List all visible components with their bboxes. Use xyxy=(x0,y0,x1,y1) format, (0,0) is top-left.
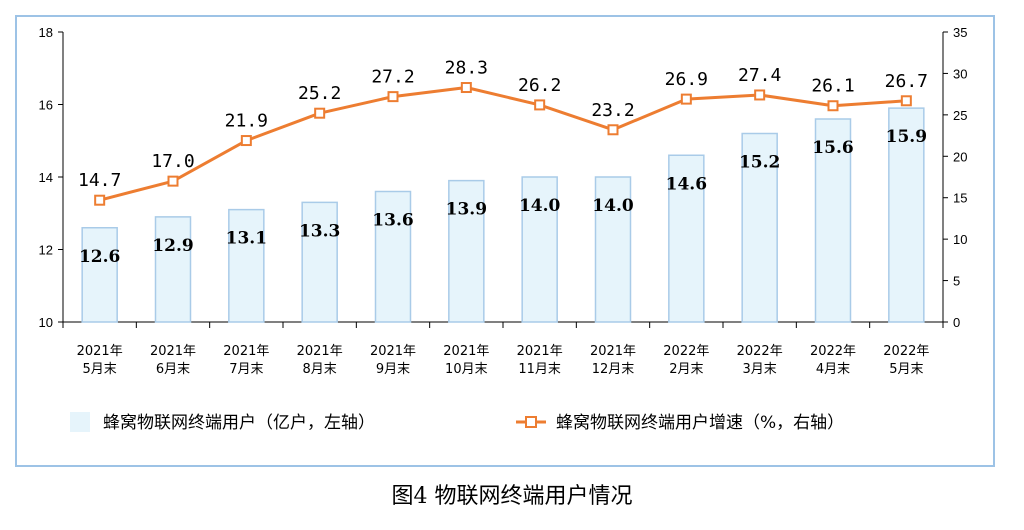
line-data-label: 26.7 xyxy=(885,71,928,92)
bar-data-label: 15.6 xyxy=(812,138,853,158)
bar-data-label: 13.6 xyxy=(372,211,413,231)
legend-bar-swatch xyxy=(70,412,90,432)
bar xyxy=(81,227,118,323)
bar-data-label: 13.3 xyxy=(299,221,340,241)
x-tick-label: 8月末 xyxy=(303,362,337,377)
axes: 10 12 14 16 18 0 5 10 15 20 25 30 35 2021年 5月末 2021年 6月末… xyxy=(39,25,968,377)
bar-data-label: 15.2 xyxy=(739,153,780,173)
right-tick-label: 35 xyxy=(953,25,967,40)
x-tick-label: 2021年 xyxy=(443,344,489,359)
right-tick-label: 10 xyxy=(953,232,967,247)
line-point-marker xyxy=(754,89,766,101)
growth-line: 14.7 17.0 21.9 25.2 27.2 28.3 26.2 23.2 26.9 27.4… xyxy=(78,58,928,206)
line-point-marker xyxy=(534,99,546,111)
line-data-label: 26.1 xyxy=(811,76,854,97)
x-tick-label: 2021年 xyxy=(297,344,343,359)
bar-data-label: 13.9 xyxy=(446,200,487,220)
line-point-marker xyxy=(680,93,692,105)
bars: 12.6 12.9 13.1 13.3 13.6 13.9 14.0 14.0 14.6 15.2… xyxy=(79,107,927,323)
right-tick-label: 25 xyxy=(953,108,967,123)
line-point-marker xyxy=(607,124,619,136)
line-point-marker xyxy=(314,107,326,119)
x-tick-label: 5月末 xyxy=(889,362,923,377)
x-tick-label: 11月末 xyxy=(518,362,561,377)
bar-data-label: 13.1 xyxy=(226,229,267,249)
figure-caption: 图4 物联网终端用户情况 xyxy=(391,484,633,509)
x-tick-label: 2021年 xyxy=(150,344,196,359)
bar-data-label: 14.0 xyxy=(592,196,634,216)
right-tick-label: 20 xyxy=(953,149,967,164)
line-point-marker xyxy=(460,82,472,94)
right-tick-label: 5 xyxy=(953,274,960,289)
bar xyxy=(594,176,632,323)
x-tick-label: 2021年 xyxy=(77,344,123,359)
legend: 蜂窝物联网终端用户（亿户，左轴） 蜂窝物联网终端用户增速（%，右轴） xyxy=(70,412,844,433)
line-data-label: 21.9 xyxy=(225,111,268,132)
line-point-marker xyxy=(240,135,252,147)
x-tick-label: 9月末 xyxy=(376,362,410,377)
line-point-marker xyxy=(827,100,839,112)
line-point-marker xyxy=(94,194,106,206)
bar xyxy=(154,216,192,323)
bar xyxy=(814,118,852,323)
line-data-label: 27.2 xyxy=(371,67,414,88)
left-tick-label: 16 xyxy=(39,98,53,113)
bar xyxy=(228,208,265,323)
line-data-label: 26.9 xyxy=(665,69,708,90)
right-tick-label: 15 xyxy=(953,191,967,206)
x-tick-label: 2月末 xyxy=(669,362,703,377)
x-tick-label: 5月末 xyxy=(83,362,117,377)
line-data-label: 14.7 xyxy=(78,170,121,191)
line-data-label: 25.2 xyxy=(298,83,341,104)
bar xyxy=(521,176,558,323)
bar-data-label: 12.6 xyxy=(79,247,120,267)
right-tick-label: 30 xyxy=(953,66,967,81)
x-tick-label: 6月末 xyxy=(156,362,190,377)
line-data-label: 26.2 xyxy=(518,75,561,96)
x-tick-label: 7月末 xyxy=(229,362,263,377)
line-point-marker xyxy=(387,91,399,103)
bar xyxy=(668,154,705,323)
line-data-label: 23.2 xyxy=(591,100,634,121)
line-point-marker xyxy=(900,95,912,107)
bar xyxy=(741,132,778,323)
legend-line-marker xyxy=(525,416,537,428)
line-data-label: 17.0 xyxy=(151,151,194,172)
x-tick-label: 2021年 xyxy=(223,344,269,359)
left-tick-label: 14 xyxy=(39,170,53,185)
x-tick-label: 2021年 xyxy=(517,344,563,359)
left-tick-label: 18 xyxy=(39,25,53,40)
x-tick-label: 10月末 xyxy=(445,362,488,377)
bar xyxy=(374,190,412,323)
right-tick-label: 0 xyxy=(953,315,960,330)
x-tick-label: 4月末 xyxy=(816,362,850,377)
bar-data-label: 12.9 xyxy=(152,236,193,256)
x-tick-label: 2022年 xyxy=(883,344,929,359)
x-tick-label: 3月末 xyxy=(743,362,777,377)
left-tick-label: 10 xyxy=(39,315,53,330)
x-tick-label: 12月末 xyxy=(592,362,635,377)
bar xyxy=(888,107,925,323)
legend-bar-label: 蜂窝物联网终端用户（亿户，左轴） xyxy=(103,413,375,433)
bar-data-label: 14.6 xyxy=(666,174,707,194)
legend-line-label: 蜂窝物联网终端用户增速（%，右轴） xyxy=(556,413,844,433)
line-data-label: 28.3 xyxy=(445,58,488,79)
growth-line-path xyxy=(99,86,907,202)
bar xyxy=(448,179,485,323)
x-tick-label: 2022年 xyxy=(663,344,709,359)
line-point-marker xyxy=(167,175,179,187)
bar-data-label: 14.0 xyxy=(519,196,561,216)
bar-data-label: 15.9 xyxy=(886,127,927,147)
x-tick-label: 2021年 xyxy=(370,344,416,359)
x-tick-label: 2022年 xyxy=(810,344,856,359)
x-tick-label: 2021年 xyxy=(590,344,636,359)
line-data-label: 27.4 xyxy=(738,65,781,86)
bar xyxy=(301,201,338,323)
x-tick-label: 2022年 xyxy=(737,344,783,359)
left-tick-label: 12 xyxy=(39,243,53,258)
